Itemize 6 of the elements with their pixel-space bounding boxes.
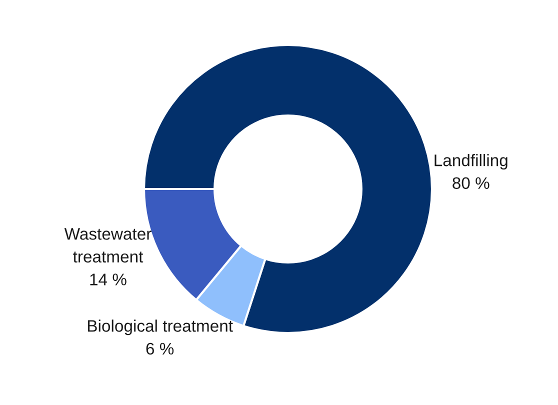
- data-label: 6 %: [146, 342, 174, 355]
- data-label: 80 %: [452, 177, 490, 190]
- slice-label: Wastewater treatment: [64, 228, 152, 263]
- slice-label: Biological treatment: [88, 320, 233, 336]
- data-label: 14 %: [90, 274, 126, 286]
- slice-label: Landfilling: [434, 154, 508, 170]
